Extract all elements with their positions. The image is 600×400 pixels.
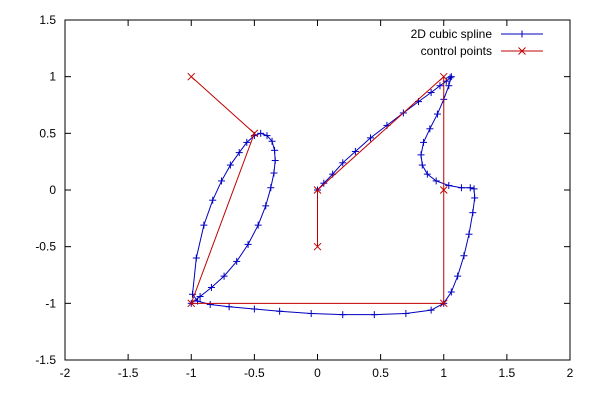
spline-point xyxy=(418,161,426,169)
spline-point xyxy=(370,311,378,319)
spline-point xyxy=(243,138,251,146)
spline-point xyxy=(320,179,328,187)
spline-point xyxy=(471,194,479,202)
spline-point xyxy=(427,306,435,314)
control-point xyxy=(187,72,196,81)
spline-point xyxy=(417,151,425,159)
spline-point xyxy=(351,147,359,155)
spline-point xyxy=(225,303,233,311)
spline-point xyxy=(427,89,435,97)
legend-swatch-marker-0 xyxy=(518,30,526,38)
series-layer xyxy=(187,72,479,319)
y-tick-label: 0.5 xyxy=(39,126,56,140)
spline-point xyxy=(466,184,474,192)
spline-point xyxy=(447,288,455,296)
x-tick-label: 2 xyxy=(567,366,574,380)
spline-point xyxy=(276,307,284,315)
control-point xyxy=(439,186,448,194)
spline-point xyxy=(339,159,347,167)
spline-point xyxy=(209,196,217,204)
spline-point xyxy=(271,157,279,165)
spline-point xyxy=(218,177,226,185)
legend-label-control-points: control points xyxy=(421,44,492,58)
y-tick-label: 1 xyxy=(49,70,56,84)
spline-point xyxy=(402,310,410,318)
spline-point xyxy=(196,293,204,301)
spline-point xyxy=(262,202,270,210)
spline-point xyxy=(470,185,478,193)
x-tick-label: 0.5 xyxy=(372,366,389,380)
spline-point xyxy=(254,221,262,229)
control-point xyxy=(250,129,259,138)
spline-point xyxy=(233,257,241,265)
spline-point xyxy=(432,177,440,185)
control-point xyxy=(187,299,196,308)
spline-point xyxy=(244,240,252,248)
series-line-1 xyxy=(190,75,445,304)
spline-point xyxy=(469,209,477,217)
spline-point xyxy=(206,300,214,308)
series-1 xyxy=(187,72,448,308)
spline-point xyxy=(267,184,275,192)
spline-point xyxy=(200,221,208,229)
y-tick-label: 1.5 xyxy=(39,13,56,27)
spline-point xyxy=(445,181,453,189)
y-tick-label: 0 xyxy=(49,183,56,197)
spline-point xyxy=(460,252,468,260)
ticks-layer: -2 -1.5 -1 -0.5 0 0.5 1 1.5 2 -1.5 -1 -0.5 0 0.5 1 1.5 xyxy=(35,13,573,380)
spline-point xyxy=(270,169,278,177)
y-tick-label: -1 xyxy=(45,296,56,310)
spline-point xyxy=(465,230,473,238)
spline-point xyxy=(433,110,441,118)
legend: 2D cubic spline control points xyxy=(411,27,543,58)
spline-point xyxy=(207,283,215,291)
spline-point xyxy=(446,74,454,82)
x-tick-label: -1 xyxy=(186,366,197,380)
spline-point xyxy=(192,254,200,262)
spline-point xyxy=(436,82,444,90)
spline-point xyxy=(307,310,315,318)
spline-point xyxy=(420,138,428,146)
spline-point xyxy=(447,73,455,81)
x-tick-label: 0 xyxy=(314,366,321,380)
x-tick-label: 1 xyxy=(440,366,447,380)
control-point xyxy=(313,242,322,251)
x-tick-label: 1.5 xyxy=(499,366,516,380)
control-point xyxy=(313,186,322,194)
spline-point xyxy=(263,132,271,140)
spline-point xyxy=(220,272,228,280)
control-point xyxy=(439,299,448,308)
spline-point xyxy=(454,272,462,280)
x-tick-label: -2 xyxy=(60,366,71,380)
spline-point xyxy=(457,184,465,192)
spline-point xyxy=(426,125,434,133)
spline-point xyxy=(250,305,258,313)
control-point xyxy=(439,72,448,81)
spline-point xyxy=(235,149,243,157)
spline-point xyxy=(445,82,453,90)
spline-point xyxy=(339,311,347,319)
legend-swatch-marker-1 xyxy=(518,47,526,55)
spline-point xyxy=(423,170,431,178)
spline-point xyxy=(268,137,276,145)
spline-point xyxy=(226,161,234,169)
spline-point xyxy=(271,146,279,154)
x-tick-label: -1.5 xyxy=(118,366,139,380)
x-tick-label: -0.5 xyxy=(244,366,265,380)
legend-label-spline: 2D cubic spline xyxy=(411,27,493,41)
y-tick-label: -0.5 xyxy=(35,240,56,254)
series-line-0 xyxy=(190,75,476,316)
spline-point xyxy=(367,134,375,142)
spline-point xyxy=(257,129,265,137)
y-tick-label: -1.5 xyxy=(35,353,56,367)
